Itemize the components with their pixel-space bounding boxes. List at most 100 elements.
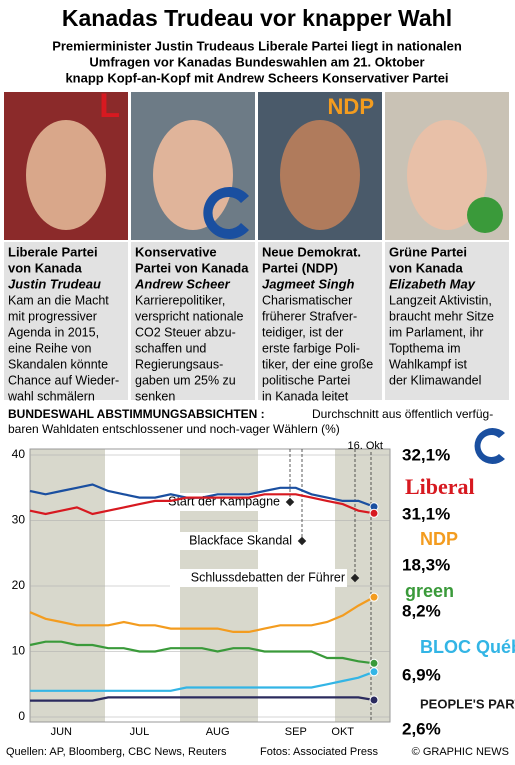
face bbox=[280, 120, 360, 230]
legend-logo bbox=[474, 428, 505, 465]
annotation: 16. Okt bbox=[348, 440, 383, 452]
text-panel bbox=[385, 242, 509, 400]
legend-name: Liberal bbox=[405, 474, 475, 499]
panel-text: tiker, der eine große bbox=[262, 357, 373, 371]
text-panel bbox=[258, 242, 382, 400]
party-name: Grüne Partei bbox=[389, 244, 467, 259]
credit: © GRAPHIC NEWS bbox=[412, 746, 509, 758]
panel-text: Regierungsaus- bbox=[135, 357, 223, 371]
panel-text: Langzeit Aktivistin, bbox=[389, 293, 492, 307]
panel-text: Charismatischer bbox=[262, 293, 352, 307]
panel-text: im Parlament, ihr bbox=[389, 325, 483, 339]
panel-text: wahl schmälern bbox=[7, 389, 95, 403]
x-tick-label: JUL bbox=[130, 726, 150, 738]
legend-name: NDP bbox=[420, 529, 458, 549]
panel-text: der Klimawandel bbox=[389, 373, 481, 387]
series-line bbox=[29, 493, 375, 516]
value-label: 2,6% bbox=[402, 719, 441, 738]
subtitle: Umfragen vor Kanadas Bundeswahlen am 21.… bbox=[89, 54, 424, 69]
y-tick-label: 10 bbox=[12, 644, 26, 658]
series-line bbox=[30, 670, 375, 692]
panel-text: erste farbige Poli- bbox=[262, 341, 360, 355]
x-tick-label: JUN bbox=[51, 726, 72, 738]
panel-text: braucht mehr Sitze bbox=[389, 309, 494, 323]
party-name: Partei von Kanada bbox=[135, 260, 249, 275]
value-label: 32,1% bbox=[402, 445, 450, 464]
panel-text: politische Partei bbox=[262, 373, 350, 387]
face bbox=[153, 120, 233, 230]
party-logo bbox=[467, 197, 503, 233]
annotation: Schlussdebatten der Führer bbox=[191, 570, 345, 584]
y-tick-label: 30 bbox=[12, 513, 26, 527]
party-logo: L bbox=[99, 87, 120, 125]
end-dot bbox=[369, 508, 379, 518]
legend-name: PEOPLE'S PARTY bbox=[420, 696, 515, 711]
panel-text: Topthema im bbox=[389, 341, 461, 355]
series-line bbox=[30, 696, 375, 702]
party-name: Partei (NDP) bbox=[262, 260, 338, 275]
panel-text: Agenda in 2015, bbox=[8, 325, 99, 339]
event-marker bbox=[285, 497, 295, 507]
title: Kanadas Trudeau vor knapper Wahl bbox=[62, 5, 452, 31]
label-bg bbox=[162, 532, 294, 550]
series-line bbox=[29, 596, 375, 633]
chart-subtitle: baren Wahldaten entschlossener und noch-… bbox=[8, 422, 340, 436]
face bbox=[407, 120, 487, 230]
subtitle: knapp Kopf-an-Kopf mit Andrew Scheers Ko… bbox=[65, 70, 448, 85]
panel-text: verspricht nationale bbox=[135, 309, 243, 323]
panel-text: Wahlkampf ist bbox=[389, 357, 468, 371]
end-dot bbox=[369, 695, 379, 705]
value-label: 18,3% bbox=[402, 555, 450, 574]
party-logo bbox=[203, 187, 249, 240]
x-tick-label: OKT bbox=[331, 726, 354, 738]
photo-credit: Fotos: Associated Press bbox=[260, 746, 378, 758]
annotation: Blackface Skandal bbox=[189, 533, 292, 547]
panel-text: früherer Strafver- bbox=[262, 309, 357, 323]
value-label: 31,1% bbox=[402, 504, 450, 523]
party-name: von Kanada bbox=[389, 260, 463, 275]
end-dot bbox=[369, 667, 379, 677]
panel-text: Kam an die Macht bbox=[8, 293, 109, 307]
party-name: Konservative bbox=[135, 244, 217, 259]
legend-name: BLOC Québécois bbox=[420, 637, 515, 657]
party-name: Neue Demokrat. bbox=[262, 244, 361, 259]
leader-name: Justin Trudeau bbox=[8, 276, 101, 291]
x-tick-label: AUG bbox=[206, 726, 230, 738]
panel-text: Chance auf Wieder- bbox=[8, 373, 119, 387]
panel-text: teidiger, ist der bbox=[262, 325, 343, 339]
panel-text: CO2 Steuer abzu- bbox=[135, 325, 236, 339]
label-bg bbox=[170, 569, 347, 587]
text-panel bbox=[4, 242, 128, 400]
panel-text: schaffen und bbox=[135, 341, 206, 355]
value-label: 6,9% bbox=[402, 665, 441, 684]
end-dot bbox=[369, 658, 379, 668]
panel-text: mit progressiver bbox=[8, 309, 97, 323]
panel-text: eine Reihe von bbox=[8, 341, 91, 355]
party-name: von Kanada bbox=[8, 260, 82, 275]
panel-text: senken bbox=[135, 389, 175, 403]
sources: Quellen: AP, Bloomberg, CBC News, Reuter… bbox=[6, 746, 227, 758]
y-tick-label: 20 bbox=[12, 578, 26, 592]
subtitle: Premierminister Justin Trudeaus Liberale… bbox=[52, 38, 462, 53]
text-panel bbox=[131, 242, 255, 400]
value-label: 8,2% bbox=[402, 601, 441, 620]
plot-frame bbox=[29, 448, 391, 723]
x-tick-label: SEP bbox=[285, 726, 307, 738]
leader-name: Jagmeet Singh bbox=[262, 276, 355, 291]
leader-name: Elizabeth May bbox=[389, 276, 476, 291]
event-marker bbox=[350, 573, 360, 583]
y-tick-label: 40 bbox=[12, 447, 26, 461]
end-dot bbox=[369, 592, 379, 602]
leader-name: Andrew Scheer bbox=[134, 276, 231, 291]
face bbox=[26, 120, 106, 230]
y-tick-label: 0 bbox=[18, 709, 25, 723]
legend-name: green bbox=[405, 581, 454, 601]
party-logo: NDP bbox=[328, 94, 374, 119]
party-name: Liberale Partei bbox=[8, 244, 98, 259]
panel-text: gaben um 25% zu bbox=[135, 373, 236, 387]
series-line bbox=[29, 640, 375, 665]
chart-title: BUNDESWAHL ABSTIMMUNGSABSICHTEN : bbox=[8, 407, 265, 421]
panel-text: Karrierepolitiker, bbox=[135, 293, 225, 307]
panel-text: in Kanada leitet bbox=[262, 389, 349, 403]
